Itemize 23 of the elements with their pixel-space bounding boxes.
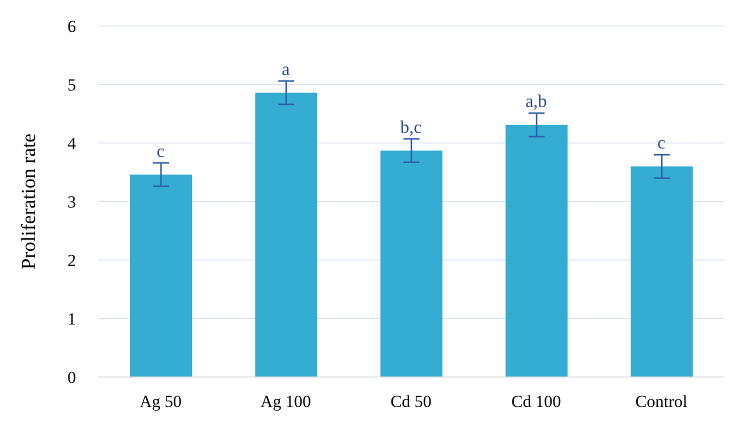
y-tick-label: 5 xyxy=(68,76,76,95)
y-axis-title: Proliferation rate xyxy=(18,133,40,270)
bar xyxy=(130,174,192,377)
x-tick-label: Cd 50 xyxy=(390,392,432,412)
bar xyxy=(255,92,318,377)
bar xyxy=(506,124,568,377)
y-tick-label: 2 xyxy=(68,251,76,270)
y-tick-label: 0 xyxy=(68,368,76,388)
x-tick-label: Ag 100 xyxy=(260,392,312,412)
y-tick-label: 3 xyxy=(68,192,76,212)
y-tick-label: 1 xyxy=(68,310,76,329)
annotation: c xyxy=(657,132,666,153)
bar xyxy=(630,166,693,377)
bar xyxy=(380,150,442,377)
x-tick-label: Cd 100 xyxy=(511,392,561,412)
annotation: c xyxy=(156,140,165,161)
annotation: a xyxy=(282,58,290,79)
annotation: a,b xyxy=(525,91,547,112)
y-tick-label: 4 xyxy=(68,134,76,154)
y-tick-label: 6 xyxy=(68,17,76,36)
x-tick-label: Control xyxy=(635,392,688,412)
x-tick-label: Ag 50 xyxy=(140,392,182,412)
annotation: b,c xyxy=(400,116,422,137)
